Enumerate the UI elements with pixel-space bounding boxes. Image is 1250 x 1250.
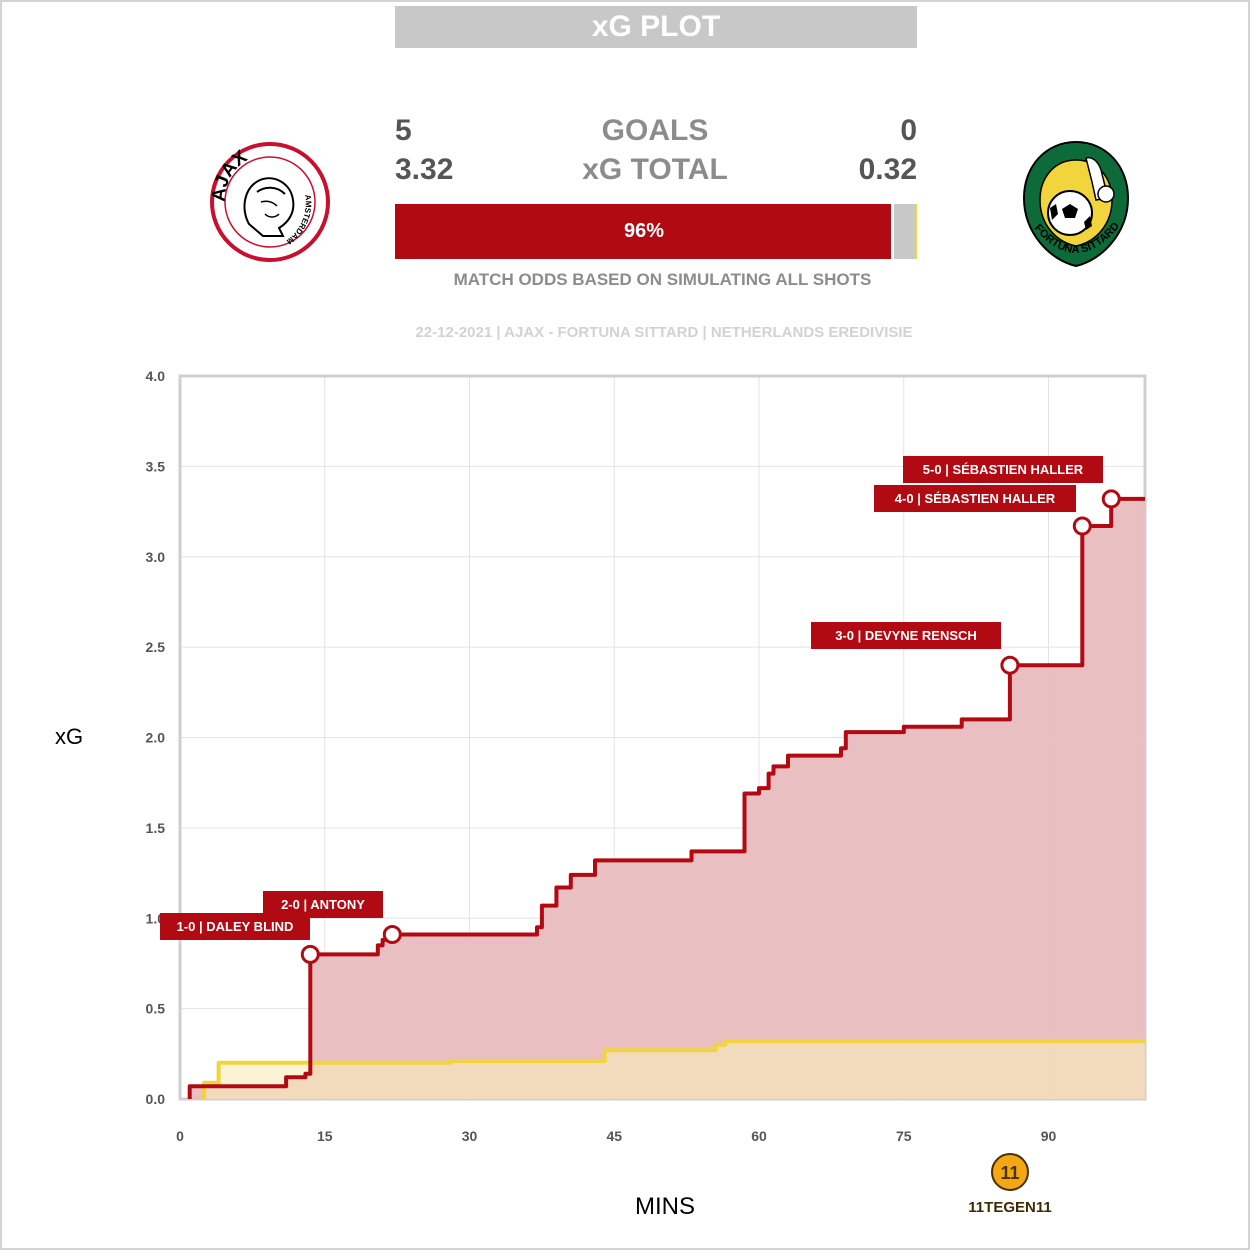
goal-label: 5-0 | SÉBASTIEN HALLER bbox=[923, 462, 1084, 477]
x-tick-label: 30 bbox=[462, 1128, 478, 1144]
x-tick-label: 0 bbox=[176, 1128, 184, 1144]
goal-label: 4-0 | SÉBASTIEN HALLER bbox=[895, 491, 1056, 506]
match-info: 22-12-2021 | AJAX - FORTUNA SITTARD | NE… bbox=[415, 324, 913, 341]
goal-marker bbox=[1072, 516, 1092, 536]
home-xg-total: 3.32 bbox=[395, 153, 454, 186]
goals-label: GOALS bbox=[601, 114, 709, 147]
y-tick-label: 1.5 bbox=[146, 820, 166, 836]
x-axis-title: MINS bbox=[635, 1193, 695, 1220]
odds-away-win bbox=[914, 204, 917, 259]
goal-label: 2-0 | ANTONY bbox=[281, 897, 365, 912]
goal-label: 1-0 | DALEY BLIND bbox=[177, 919, 294, 934]
y-tick-label: 4.0 bbox=[146, 368, 166, 384]
y-tick-label: 3.0 bbox=[146, 549, 166, 565]
plot-title: xG PLOT bbox=[395, 6, 917, 48]
x-tick-label: 45 bbox=[606, 1128, 622, 1144]
fortuna-sittard-logo: FORTUNA SITTARD bbox=[1022, 140, 1130, 268]
goal-marker bbox=[1101, 489, 1121, 509]
goal-annotation: 4-0 | SÉBASTIEN HALLER bbox=[874, 485, 1092, 536]
goal-annotation: 5-0 | SÉBASTIEN HALLER bbox=[903, 456, 1121, 509]
brand-logo: 11 11TEGEN11 bbox=[968, 1153, 1052, 1216]
ajax-xg-line bbox=[187, 496, 1145, 1099]
goal-annotation: 2-0 | ANTONY bbox=[263, 891, 402, 945]
ajax-xg-area bbox=[189, 498, 1145, 1099]
goal-label: 3-0 | DEVYNE RENSCH bbox=[835, 628, 977, 643]
goal-annotation: 3-0 | DEVYNE RENSCH bbox=[811, 622, 1020, 675]
y-tick-label: 0.5 bbox=[146, 1001, 166, 1017]
brand-mark: 11 bbox=[1000, 1163, 1019, 1183]
y-tick-label: 2.5 bbox=[146, 639, 166, 655]
goal-label-box bbox=[903, 456, 1103, 483]
goal-label-box bbox=[263, 891, 383, 918]
x-tick-label: 60 bbox=[751, 1128, 767, 1144]
ajax-logo: AJAX AMSTERDAM bbox=[209, 142, 330, 262]
goal-label-box bbox=[811, 622, 1001, 649]
home-goals: 5 bbox=[395, 114, 412, 147]
odds-home-percentage: 96% bbox=[623, 220, 665, 242]
goal-label-box bbox=[874, 485, 1076, 512]
goal-marker bbox=[1000, 655, 1020, 675]
fortuna-xg-line bbox=[202, 1039, 1145, 1099]
goal-marker bbox=[300, 944, 320, 964]
x-tick-label: 75 bbox=[896, 1128, 912, 1144]
odds-draw bbox=[894, 204, 915, 259]
odds-home-win bbox=[395, 204, 895, 259]
x-tick-label: 90 bbox=[1041, 1128, 1057, 1144]
xg-total-label: xG TOTAL bbox=[582, 153, 728, 186]
x-tick-label: 15 bbox=[317, 1128, 333, 1144]
brand-name: 11TEGEN11 bbox=[968, 1199, 1051, 1216]
goal-annotation: 1-0 | DALEY BLIND bbox=[160, 913, 320, 964]
away-goals: 0 bbox=[900, 114, 917, 147]
match-odds-bar bbox=[395, 204, 917, 259]
goal-marker bbox=[382, 925, 402, 945]
y-axis-title: xG bbox=[55, 724, 84, 749]
y-tick-label: 0.0 bbox=[146, 1091, 166, 1107]
fortuna-xg-area bbox=[204, 1041, 1146, 1099]
away-xg-total: 0.32 bbox=[858, 153, 917, 186]
odds-caption: MATCH ODDS BASED ON SIMULATING ALL SHOTS bbox=[453, 270, 872, 289]
y-tick-label: 3.5 bbox=[146, 458, 166, 474]
y-tick-label: 2.0 bbox=[146, 730, 166, 746]
